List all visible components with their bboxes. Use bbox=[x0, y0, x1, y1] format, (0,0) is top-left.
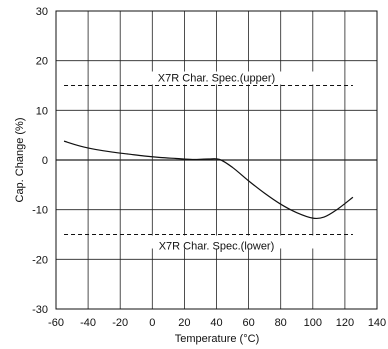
y-tick-label: 0 bbox=[42, 155, 48, 167]
x-tick-label: 40 bbox=[210, 317, 222, 329]
y-tick-label: -30 bbox=[32, 304, 48, 316]
x-tick-label: 80 bbox=[275, 317, 287, 329]
x-axis-label: Temperature (°C) bbox=[175, 333, 259, 345]
capacitance-change-curve bbox=[63, 140, 354, 220]
x-tick-label: 140 bbox=[368, 317, 386, 329]
y-tick-label: 20 bbox=[36, 56, 48, 68]
spec-lines: X7R Char. Spec.(upper) X7R Char. Spec.(lo… bbox=[64, 71, 353, 253]
spec-lower-label: X7R Char. Spec.(lower) bbox=[159, 241, 275, 253]
spec-label-bg bbox=[144, 71, 329, 85]
y-axis-label: Cap. Change (%) bbox=[14, 118, 26, 203]
x-tick-label: -20 bbox=[112, 317, 128, 329]
spec-upper-label: X7R Char. Spec.(upper) bbox=[158, 73, 275, 85]
y-tick-label: 30 bbox=[36, 6, 48, 18]
x-tick-label: -60 bbox=[48, 317, 64, 329]
grid bbox=[55, 10, 378, 310]
spec-label-bg bbox=[144, 235, 329, 249]
series-layer bbox=[63, 140, 354, 220]
x-tick-label: 0 bbox=[149, 317, 155, 329]
x-tick-label: 100 bbox=[304, 317, 322, 329]
y-tick-label: -20 bbox=[32, 254, 48, 266]
y-tick-label: -10 bbox=[32, 205, 48, 217]
plot-border bbox=[55, 10, 378, 310]
x-tick-label: 120 bbox=[336, 317, 354, 329]
y-tick-label: 10 bbox=[36, 105, 48, 117]
x-tick-label: 20 bbox=[178, 317, 190, 329]
tick-labels: -60 -40 -20 0 20 40 60 80 100 120 1403020100-10-20… bbox=[32, 6, 386, 329]
plot-frame bbox=[55, 10, 378, 310]
x-tick-label: -40 bbox=[80, 317, 96, 329]
x-tick-label: 60 bbox=[242, 317, 254, 329]
